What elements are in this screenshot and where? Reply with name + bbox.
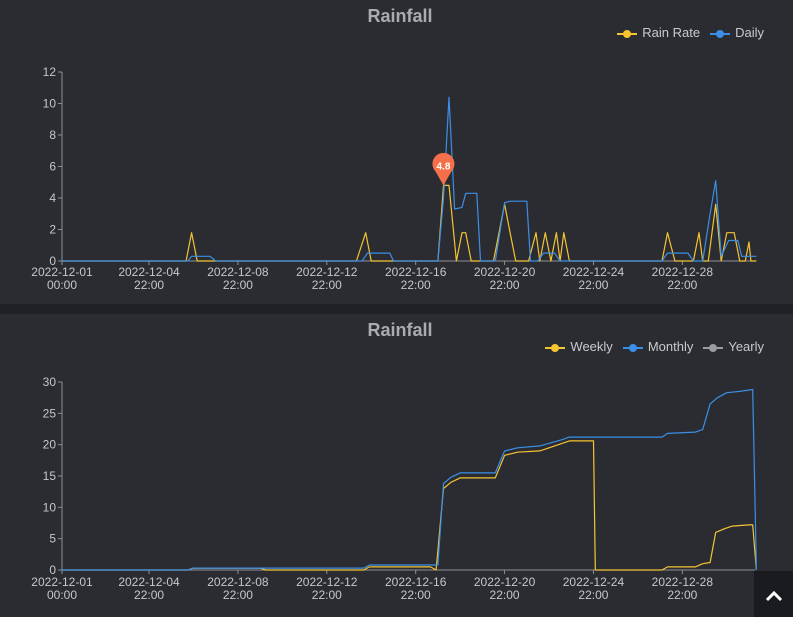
x-tick-label-date: 2022-12-28 [652, 265, 714, 279]
legend-swatch [617, 27, 638, 39]
legend-swatch [545, 341, 566, 353]
x-tick-label-date: 2022-12-04 [118, 575, 180, 589]
x-tick-label-time: 22:00 [401, 588, 431, 602]
legend-label: Daily [735, 25, 764, 40]
x-tick-label-time: 00:00 [47, 588, 77, 602]
chart-legend: Rain Rate Daily [617, 25, 764, 40]
x-tick-label-date: 2022-12-24 [563, 575, 625, 589]
x-tick-label-time: 22:00 [667, 278, 697, 292]
x-tick-label-time: 22:00 [490, 278, 520, 292]
x-tick-label-time: 22:00 [401, 278, 431, 292]
y-tick-label: 8 [49, 128, 56, 142]
y-tick-label: 10 [43, 97, 57, 111]
chevron-up-icon [765, 579, 783, 609]
x-tick-label-date: 2022-12-01 [31, 265, 93, 279]
x-tick-label-date: 2022-12-04 [118, 265, 180, 279]
x-tick-label-time: 22:00 [312, 588, 342, 602]
x-tick-label-time: 22:00 [134, 278, 164, 292]
y-tick-label: 5 [49, 532, 56, 546]
chart-title: Rainfall [367, 320, 433, 340]
scroll-to-top-button[interactable] [754, 571, 793, 617]
legend-item-weekly[interactable]: Weekly [545, 339, 613, 354]
x-tick-label-time: 22:00 [134, 588, 164, 602]
legend-label: Weekly [570, 339, 613, 354]
y-tick-label: 4 [49, 191, 56, 205]
rainfall-accumulation-panel: Rainfall Weekly Monthly Yearly 0 5 10 15 20 25 3… [0, 314, 793, 617]
x-tick-label-time: 22:00 [312, 278, 342, 292]
x-tick-label-date: 2022-12-16 [385, 575, 447, 589]
legend-swatch [703, 341, 724, 353]
legend-item-daily[interactable]: Daily [710, 25, 764, 40]
y-tick-label: 25 [43, 406, 57, 420]
x-tick-label-time: 22:00 [223, 588, 253, 602]
y-tick-label: 20 [43, 438, 57, 452]
legend-swatch [622, 341, 643, 353]
chart-title: Rainfall [367, 6, 433, 26]
legend-label: Rain Rate [642, 25, 701, 40]
y-tick-label: 0 [49, 254, 56, 268]
x-tick-label-date: 2022-12-12 [296, 575, 358, 589]
x-tick-label-time: 00:00 [47, 278, 77, 292]
series-line-daily [62, 96, 757, 262]
chart-legend: Weekly Monthly Yearly [545, 339, 764, 354]
rainfall-rate-chart: 0246810122022-12-0100:002022-12-0422:002… [31, 65, 757, 292]
x-tick-label-date: 2022-12-16 [385, 265, 447, 279]
x-tick-label-time: 22:00 [578, 588, 608, 602]
max-value-label: 4.8 [437, 161, 451, 172]
y-tick-label: 15 [43, 469, 57, 483]
y-tick-label: 2 [49, 223, 56, 237]
legend-item-rain-rate[interactable]: Rain Rate [617, 25, 700, 40]
y-tick-label: 6 [49, 160, 56, 174]
series-line-weekly [62, 440, 757, 571]
legend-item-monthly[interactable]: Monthly [622, 339, 694, 354]
max-value-marker: 4.8 [432, 152, 455, 186]
x-tick-label-date: 2022-12-20 [474, 265, 536, 279]
x-tick-label-date: 2022-12-28 [652, 575, 714, 589]
legend-label: Monthly [647, 339, 694, 354]
legend-item-yearly[interactable]: Yearly [703, 339, 764, 354]
y-tick-label: 30 [43, 375, 57, 389]
y-tick-label: 10 [43, 500, 57, 514]
series-line-monthly [62, 388, 757, 571]
x-tick-label-time: 22:00 [578, 278, 608, 292]
legend-label: Yearly [728, 339, 764, 354]
x-tick-label-time: 22:00 [490, 588, 520, 602]
x-tick-label-time: 22:00 [223, 278, 253, 292]
x-tick-label-date: 2022-12-01 [31, 575, 93, 589]
rainfall-accumulation-chart: 0510152025302022-12-0100:002022-12-0422:… [31, 375, 757, 602]
y-tick-label: 0 [49, 563, 56, 577]
x-tick-label-date: 2022-12-08 [207, 265, 269, 279]
x-tick-label-date: 2022-12-08 [207, 575, 269, 589]
rainfall-rate-panel: Rainfall Rain Rate Daily 0 2 4 6 8 10 12 2022-12… [0, 0, 793, 304]
x-tick-label-date: 2022-12-20 [474, 575, 536, 589]
y-tick-label: 12 [43, 65, 57, 79]
series-line-rain-rate [62, 184, 757, 262]
x-tick-label-date: 2022-12-24 [563, 265, 625, 279]
x-tick-label-date: 2022-12-12 [296, 265, 358, 279]
x-tick-label-time: 22:00 [667, 588, 697, 602]
legend-swatch [710, 27, 731, 39]
